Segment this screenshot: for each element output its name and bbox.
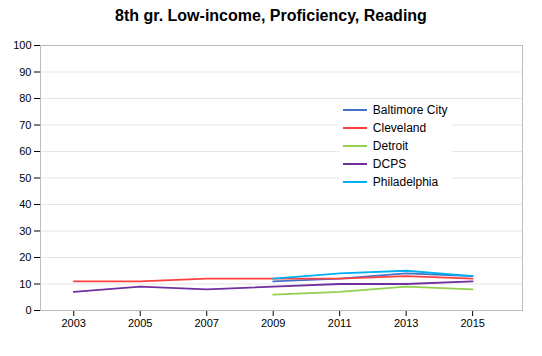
svg-text:2011: 2011 (328, 317, 352, 329)
html-text:Detroit: Detroit (372, 138, 409, 153)
html-text:Philadelphia: Philadelphia (372, 174, 439, 189)
svg-text:2007: 2007 (194, 317, 218, 329)
html-text:Baltimore City: Baltimore City (372, 102, 448, 117)
html-text:8th gr. Low-income, Proficienc: 8th gr. Low-income, Proficiency, Reading (115, 7, 427, 24)
svg-text:2015: 2015 (460, 317, 484, 329)
svg-text:10: 10 (19, 278, 31, 290)
svg-text:30: 30 (19, 225, 31, 237)
html-text:Cleveland: Cleveland (372, 120, 427, 135)
svg-text:2009: 2009 (261, 317, 285, 329)
svg-text:2005: 2005 (128, 317, 152, 329)
svg-text:0: 0 (25, 304, 31, 316)
svg-text:2013: 2013 (394, 317, 418, 329)
svg-text:90: 90 (19, 66, 31, 78)
svg-text:80: 80 (19, 92, 31, 104)
svg-text:100: 100 (13, 39, 31, 51)
svg-text:70: 70 (19, 119, 31, 131)
svg-text:2003: 2003 (61, 317, 85, 329)
svg-text:40: 40 (19, 198, 31, 210)
svg-text:20: 20 (19, 251, 31, 263)
svg-text:60: 60 (19, 145, 31, 157)
svg-text:50: 50 (19, 172, 31, 184)
html-text:DCPS: DCPS (372, 156, 407, 171)
